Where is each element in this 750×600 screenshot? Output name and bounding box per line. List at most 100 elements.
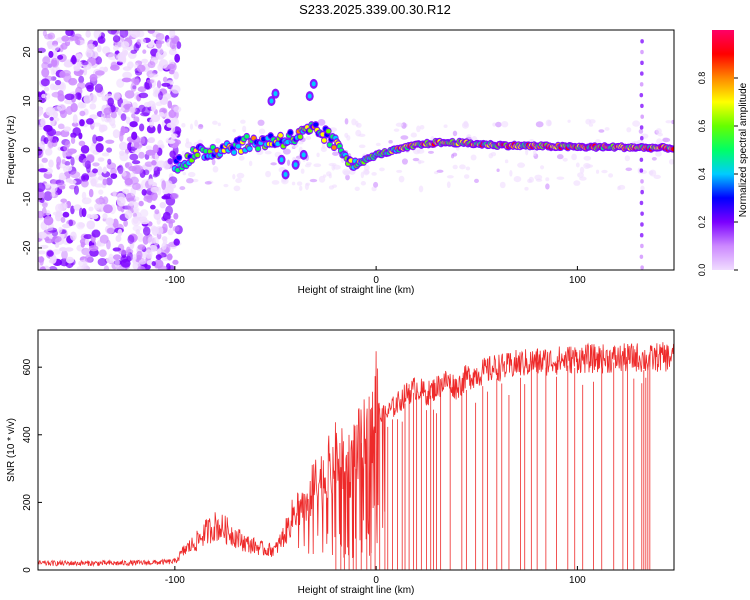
heatmap-cell [159,201,166,209]
heatmap-cell [89,144,96,154]
snr-panel: -100 0 100 0 200 400 600 Height of straight l… [6,329,675,596]
heatmap-cell [56,104,67,111]
heatmap-cell [40,265,46,270]
heatmap-cell [73,65,81,72]
heatmap-cell [360,181,367,186]
heatmap-cell [452,152,458,157]
heatmap-cell [396,169,403,173]
heatmap-cell [401,158,408,165]
heatmap-cell [48,50,54,58]
heatmap-cell [299,185,303,191]
heatmap-cell [91,229,101,238]
heatmap-cell [499,181,506,189]
heatmap-cell [588,123,594,127]
heatmap-cell [78,259,87,267]
heatmap-cell [513,175,522,183]
heatmap-cell [79,119,85,127]
heatmap-cell [105,217,114,226]
heatmap-cell [72,114,78,124]
heatmap-cell [187,171,196,178]
heatmap-cell [671,119,674,125]
heatmap-cell [161,195,170,200]
heatmap-cell [63,126,72,132]
heatmap-cell [170,192,179,200]
heatmap-cell [91,122,102,127]
heatmap-cell [195,152,200,158]
heatmap-cell [80,241,85,248]
heatmap-cell [575,162,580,168]
heatmap-cell [270,162,277,166]
heatmap-cell [112,44,119,52]
heatmap-cell [41,207,47,217]
heatmap-cell [157,123,162,134]
heatmap-cell [150,186,160,193]
heatmap-cell [316,152,320,158]
heatmap-cell [166,122,175,128]
heatmap-cell [639,168,644,173]
heatmap-cell [43,86,50,92]
heatmap-cell [57,123,65,130]
heatmap-cell [287,159,291,166]
heatmap-cell [410,132,417,138]
heatmap-cell [162,223,168,234]
heatmap-cell [132,216,139,224]
heatmap-cell [215,138,221,144]
heatmap-cell [375,142,381,147]
heatmap-cell [151,104,157,112]
snr-dropouts [335,350,651,570]
heatmap-cell [173,212,179,220]
heatmap-cell [89,176,99,185]
heatmap-cell [125,116,131,125]
heatmap-cell [131,113,136,119]
heatmap-cell [98,249,107,257]
heatmap-cell [490,152,497,157]
heatmap-cell [101,95,107,101]
y-tick-label: -20 [22,240,33,255]
heatmap-cell [156,160,167,169]
heatmap-cell [121,50,127,58]
heatmap-cell [343,170,351,176]
heatmap-cell [102,178,108,186]
heatmap-cell [38,191,45,199]
heatmap-cell [129,176,139,185]
y-tick-label: -10 [22,191,33,206]
heatmap-cell [301,152,306,158]
heatmap-cell [139,136,146,145]
heatmap-cell [52,249,61,255]
heatmap-cell [143,101,151,108]
heatmap-cell [124,210,133,220]
heatmap-cell [395,122,404,127]
heatmap-cell [141,58,149,64]
heatmap-cell [638,128,644,134]
heatmap-cell [130,30,141,38]
heatmap-cell [68,219,74,227]
heatmap-cell [61,159,66,165]
heatmap-cell [275,141,281,147]
heatmap-cell [545,183,550,190]
heatmap-cell [96,242,106,247]
x-tick-label: 0 [373,575,379,586]
heatmap-cell [393,128,400,132]
heatmap-cell [624,155,631,162]
heatmap-cell [76,265,87,270]
heatmap-cell [117,164,124,175]
heatmap-cell [89,73,98,82]
heatmap-cell [640,211,644,216]
y-tick-label: 600 [22,358,33,375]
heatmap-cell [140,209,149,218]
heatmap-cell [640,60,644,66]
heatmap-cell [161,242,167,250]
spectrogram-y-ticks: -20 -10 0 10 20 [22,46,42,255]
heatmap-cell [133,196,140,201]
heatmap-cell [73,204,82,211]
heatmap-cell [313,122,319,127]
heatmap-cell [76,53,83,60]
heatmap-cell [318,175,326,183]
heatmap-cell [133,206,140,214]
heatmap-cell [186,178,194,184]
heatmap-cell [121,77,132,83]
heatmap-cell [168,63,175,70]
heatmap-cell [166,180,173,189]
heatmap-cell [86,84,94,92]
